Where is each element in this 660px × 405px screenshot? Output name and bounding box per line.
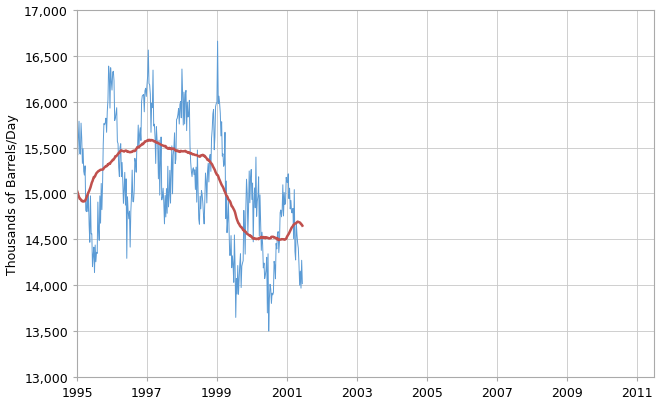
Y-axis label: Thousands of Barrels/Day: Thousands of Barrels/Day [5, 114, 18, 274]
